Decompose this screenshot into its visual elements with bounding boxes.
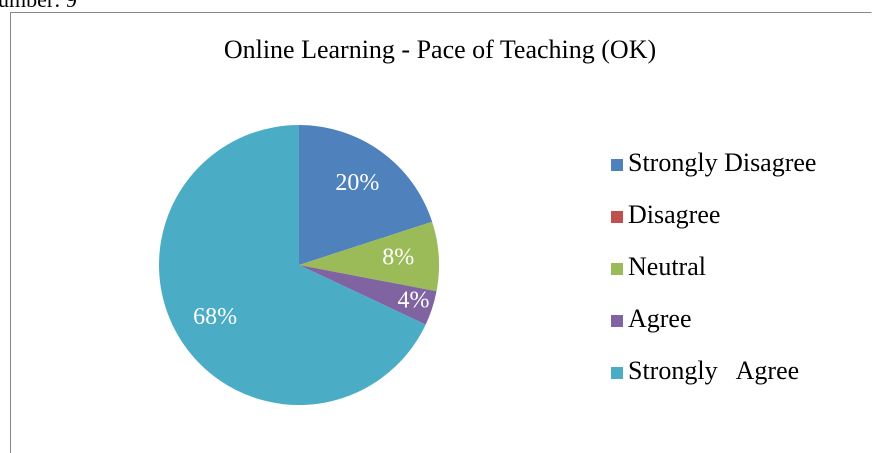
data-label: 68% xyxy=(193,304,237,330)
legend-swatch xyxy=(611,315,623,327)
caption: umber: 9 xyxy=(0,0,77,12)
legend-swatch xyxy=(611,367,623,379)
legend-swatch xyxy=(611,211,623,223)
pie-slice xyxy=(159,125,426,405)
legend-swatch xyxy=(611,263,623,275)
pie-slice xyxy=(299,221,439,292)
legend-label: Disagree xyxy=(628,200,720,229)
chart-title: Online Learning - Pace of Teaching (OK) xyxy=(224,35,656,64)
legend-swatch xyxy=(611,159,623,171)
legend-label: Neutral xyxy=(628,252,706,281)
pie-slice xyxy=(299,265,437,325)
legend-label: Agree xyxy=(628,304,692,333)
chart-border xyxy=(10,12,872,453)
pie-slice xyxy=(299,125,433,265)
data-label: 4% xyxy=(398,288,430,314)
data-label: 20% xyxy=(335,170,379,196)
legend-label: Strongly Agree xyxy=(628,356,799,385)
legend-label: Strongly Disagree xyxy=(628,148,816,177)
data-label: 8% xyxy=(382,244,414,270)
